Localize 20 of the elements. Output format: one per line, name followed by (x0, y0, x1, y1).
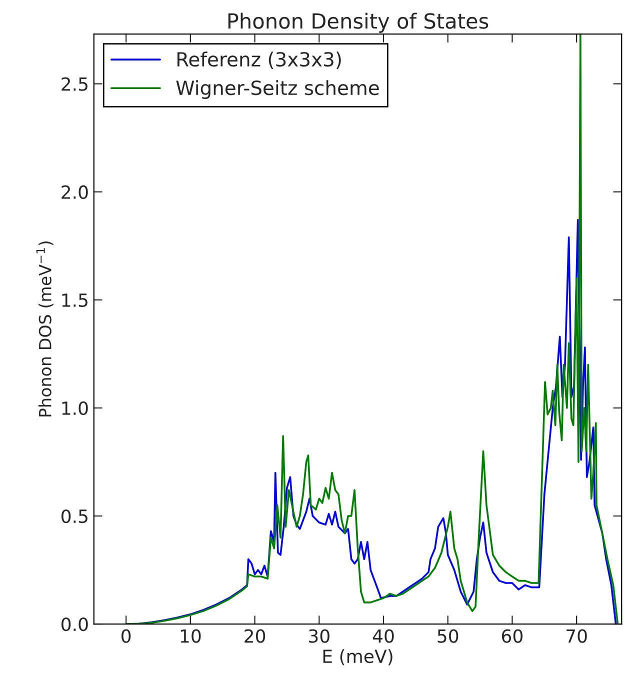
x-tick-label: 30 (309, 629, 330, 643)
x-tick-label: 60 (502, 629, 522, 643)
y-tick-label: 1.0 (62, 401, 88, 416)
x-tick-label: 10 (180, 629, 201, 643)
legend-label: Wigner-Seitz scheme (176, 80, 379, 99)
chart-title: Phonon Density of States (228, 12, 488, 33)
y-axis-title: Phonon DOS (meV$^{−1}$) (36, 242, 54, 416)
x-axis-title: E (meV) (323, 649, 392, 666)
y-tick-label: 0.0 (62, 617, 88, 632)
x-tick-label: 70 (566, 629, 587, 643)
y-tick-label: 2.0 (62, 185, 88, 199)
y-tick-label: 0.5 (62, 509, 88, 524)
x-tick-label: 50 (438, 629, 458, 643)
y-tick-label: 2.5 (62, 77, 88, 91)
x-tick-label: 40 (372, 629, 394, 643)
y-tick-label: 1.5 (62, 294, 88, 308)
x-tick-label: 0 (122, 629, 131, 643)
legend-label: Referenz (3x3x3) (177, 52, 341, 69)
line-series (125, 34, 619, 624)
x-tick-label: 20 (244, 629, 266, 643)
